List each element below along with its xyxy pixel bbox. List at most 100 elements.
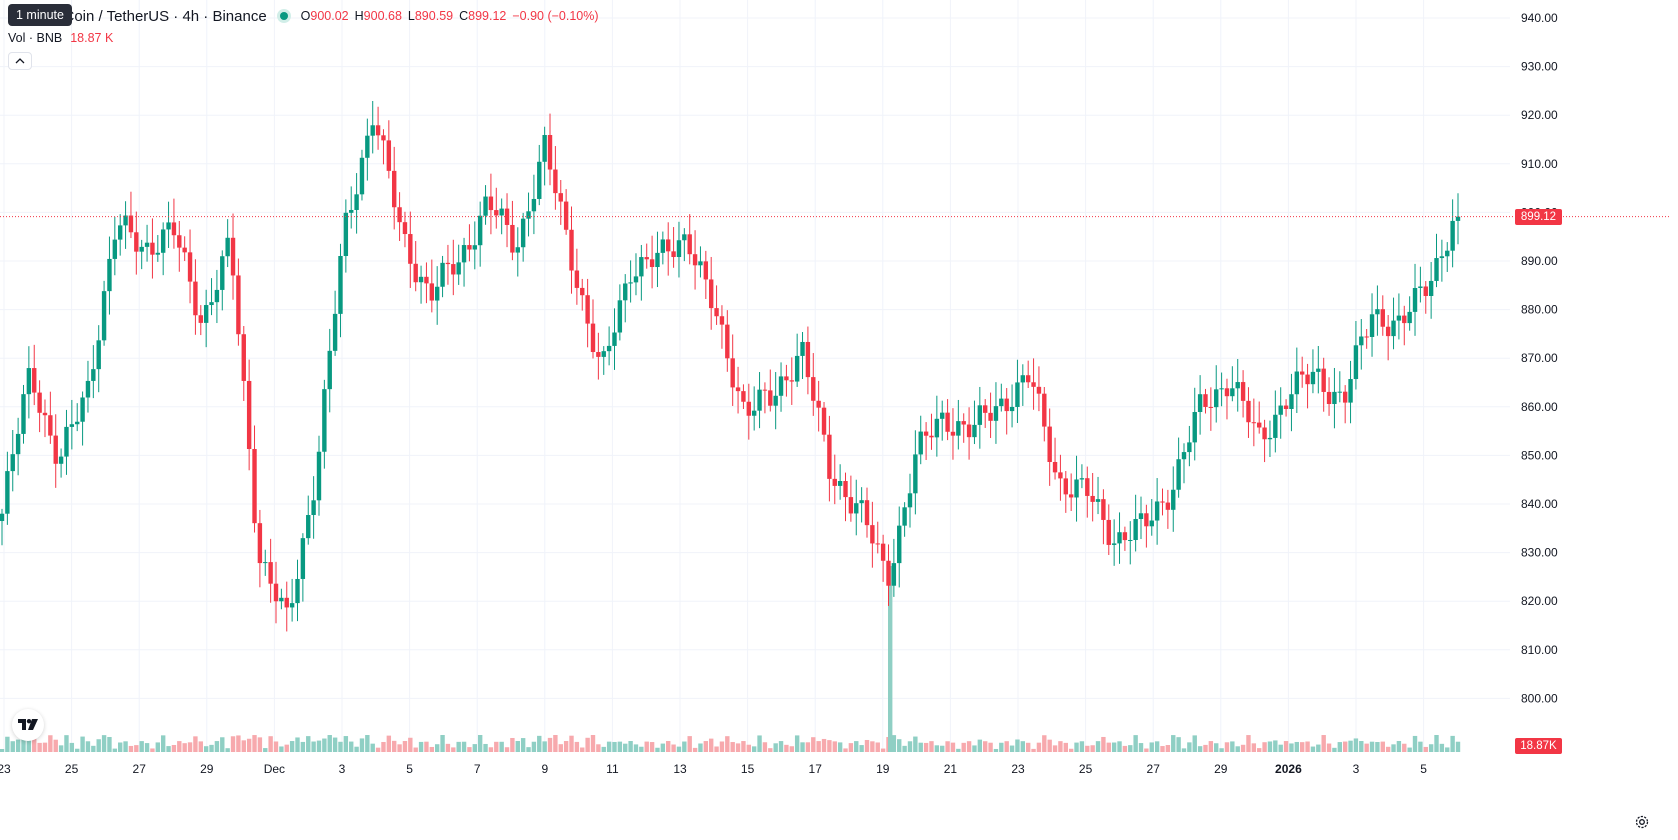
candle-body [542,135,547,162]
candle-body [177,235,182,248]
candle-body [547,135,553,170]
candle-body [477,215,483,246]
time-axis-label: 29 [1214,762,1228,776]
candle-body [988,412,993,421]
candle-body [1106,519,1111,545]
volume-bar [542,741,547,752]
time-axis-label: 27 [1147,762,1161,776]
candle-body [193,281,198,316]
volume-bar [499,741,504,752]
volume-bar [821,738,827,752]
candle-body [1455,216,1461,221]
candle-body [993,406,999,421]
symbol-title[interactable]: e Coin / TetherUS · 4h · Binance [51,7,267,25]
candle-body [343,212,349,256]
candle-body [676,240,682,258]
candle-body [488,196,494,211]
volume-bar [494,741,499,752]
time-axis-label: 15 [741,762,755,776]
volume-bar [1310,746,1316,752]
candle-body [918,431,923,455]
candle-body [424,276,429,284]
candle-body [843,481,848,498]
volume-bar [612,741,617,752]
change-value: −0.90 (−0.10%) [512,9,599,23]
candle-body [1445,250,1450,257]
candle-body [746,401,752,416]
volume-bar [644,741,649,752]
candle-body [1289,394,1294,409]
candle-body [961,421,966,425]
candle-body [1353,345,1359,380]
candle-body [687,234,692,255]
candle-body [1122,532,1128,541]
volume-bar [91,745,96,752]
volume-legend[interactable]: Vol · BNB 18.87 K [8,31,113,45]
candle-body [590,323,596,353]
volume-bar [230,736,236,752]
candle-body [633,276,639,283]
volume-bar [128,745,134,752]
volume-bar [692,747,698,752]
volume-spike-bar [888,566,893,752]
candle-body [569,229,574,271]
candle-body [816,400,821,408]
volume-label: Vol · BNB [8,31,63,45]
low-value: 890.59 [414,9,454,23]
candle-body [0,513,5,522]
candle-body [1407,311,1412,324]
price-axis-label: 840.00 [1521,497,1558,511]
volume-bar [1455,741,1461,752]
volume-bar [730,742,735,752]
gear-icon[interactable] [1634,814,1650,830]
candle-body [1176,459,1181,490]
volume-bar [977,739,983,752]
candle-body [1391,320,1396,337]
candle-body [1090,495,1095,502]
candle-body [902,507,907,526]
volume-bar [1128,745,1133,752]
volume-bar [1246,735,1251,752]
candle-body [144,242,150,247]
candle-body [402,222,408,235]
volume-bar [209,744,214,752]
candle-body [1375,309,1380,315]
candle-body [1348,379,1353,403]
candle-body [273,583,279,602]
candle-body [1181,452,1187,460]
volume-bar [1321,735,1326,752]
volume-bar [934,745,940,752]
tradingview-logo-icon[interactable] [12,709,44,741]
candle-body [171,222,177,236]
volume-bar [483,743,488,752]
volume-bar [741,741,746,752]
volume-bar [1412,735,1418,752]
collapse-legend-button[interactable] [8,52,32,70]
volume-bar [918,742,923,752]
candle-body [719,316,725,325]
price-axis-label: 920.00 [1521,108,1558,122]
volume-bar [719,741,725,752]
candle-body [1149,520,1154,527]
volume-bar [1031,748,1036,752]
volume-bar [1138,743,1144,752]
volume-bar [461,741,467,752]
volume-bar [273,741,279,752]
volume-bar [182,743,187,752]
candle-body [649,259,655,268]
candle-body [21,394,26,434]
candle-body [1299,371,1305,375]
candle-body [359,157,365,195]
tradingview-logo-glyph [18,719,38,730]
volume-bar [778,741,784,752]
candle-body [1230,388,1235,397]
volume-bar [698,743,703,752]
candle-body [1332,391,1337,405]
candle-body [1009,406,1015,412]
candle-body [1219,388,1224,390]
candle-body [1128,539,1133,541]
price-axis-label: 810.00 [1521,643,1558,657]
candle-body [1020,375,1026,383]
